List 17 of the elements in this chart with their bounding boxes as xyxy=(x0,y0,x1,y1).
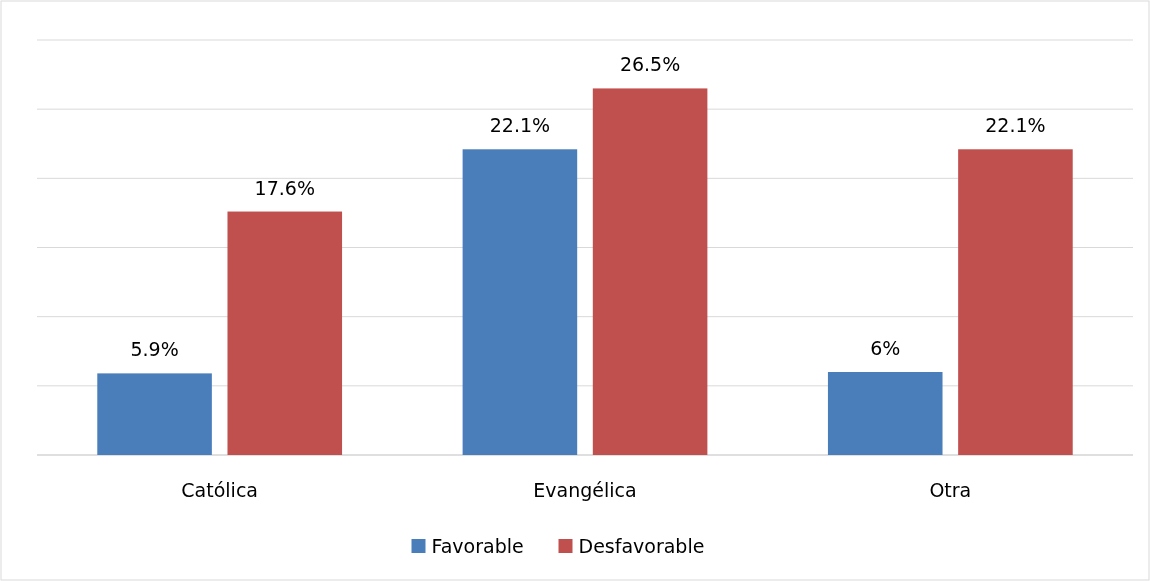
data-label: 17.6% xyxy=(254,176,315,199)
bar xyxy=(462,149,578,455)
data-label: 5.9% xyxy=(130,338,179,361)
data-label: 6% xyxy=(870,337,901,359)
legend-label: Desfavorable xyxy=(578,535,705,557)
legend-label: Favorable xyxy=(431,535,524,557)
data-label: 26.5% xyxy=(619,53,681,76)
x-tick-label: Católica xyxy=(181,479,258,501)
bar xyxy=(227,211,343,455)
x-tick-label: Evangélica xyxy=(533,479,637,501)
bar xyxy=(827,372,943,455)
bar xyxy=(958,149,1073,455)
x-tick-label: Otra xyxy=(929,479,972,501)
bar xyxy=(97,373,212,455)
data-label: 22.1% xyxy=(489,114,551,137)
data-label: 22.1% xyxy=(985,114,1046,137)
bar xyxy=(592,88,708,455)
